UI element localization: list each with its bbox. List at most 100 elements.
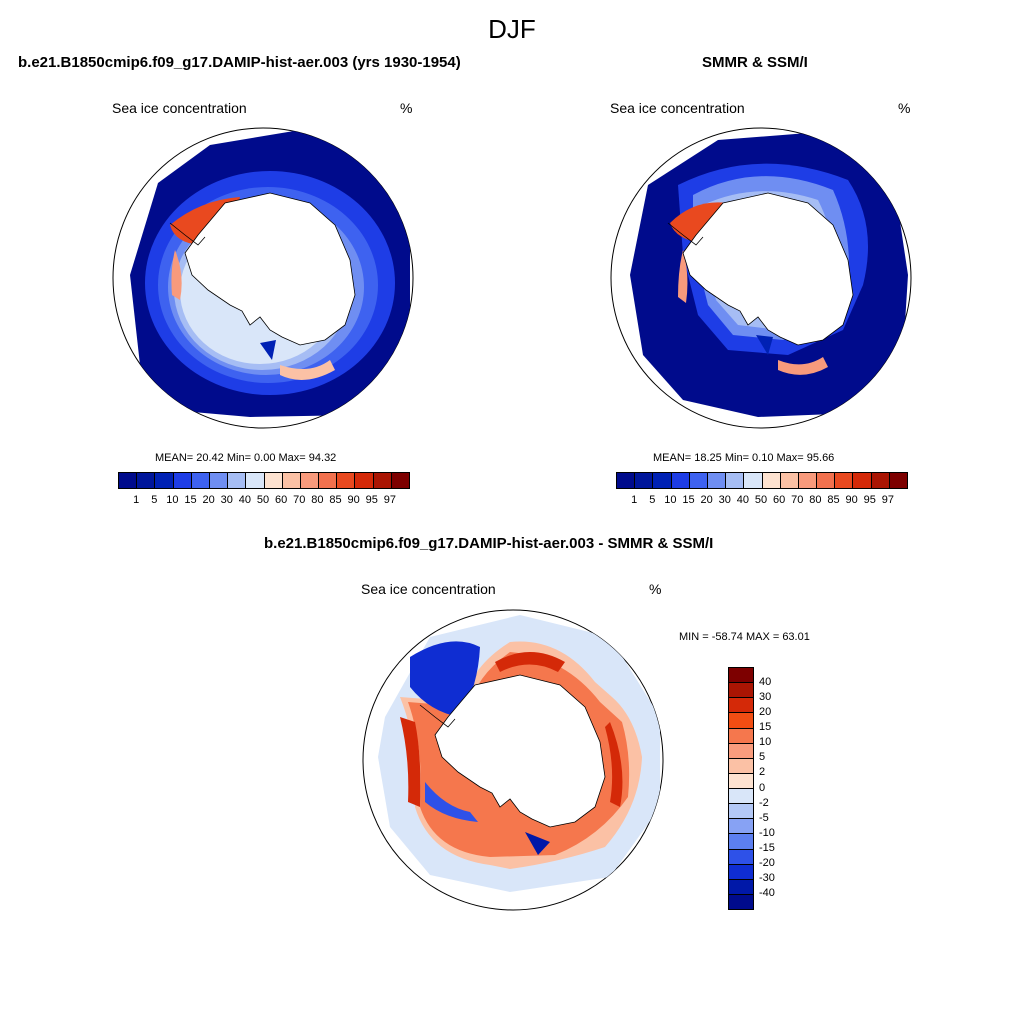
colorbar-swatch bbox=[889, 473, 907, 488]
colorbar-label: 90 bbox=[347, 494, 360, 506]
model-units-label: % bbox=[400, 100, 413, 116]
colorbar-swatch bbox=[729, 683, 753, 699]
colorbar-swatch bbox=[373, 473, 392, 488]
colorbar-label: 2 bbox=[759, 766, 766, 779]
colorbar-label: -2 bbox=[759, 796, 769, 809]
colorbar-label: 15 bbox=[184, 494, 197, 506]
colorbar-swatch bbox=[119, 473, 138, 488]
model-variable-label: Sea ice concentration bbox=[112, 100, 247, 116]
colorbar-label: 1 bbox=[133, 494, 140, 506]
colorbar-label: 5 bbox=[151, 494, 158, 506]
model-panel-title: b.e21.B1850cmip6.f09_g17.DAMIP-hist-aer.… bbox=[18, 54, 461, 71]
model-colorbar bbox=[118, 472, 410, 489]
colorbar-label: 50 bbox=[754, 494, 768, 506]
colorbar-swatch bbox=[729, 758, 753, 774]
colorbar-label: 40 bbox=[759, 676, 772, 689]
diff-panel-title: b.e21.B1850cmip6.f09_g17.DAMIP-hist-aer.… bbox=[264, 535, 714, 552]
colorbar-swatch bbox=[173, 473, 192, 488]
diff-antarctica bbox=[434, 674, 606, 828]
colorbar-swatch bbox=[729, 819, 753, 835]
colorbar-label: 40 bbox=[736, 494, 749, 506]
colorbar-swatch bbox=[246, 473, 265, 488]
colorbar-swatch bbox=[191, 473, 210, 488]
colorbar-swatch bbox=[617, 473, 636, 488]
colorbar-swatch bbox=[729, 668, 753, 684]
colorbar-swatch bbox=[729, 804, 753, 820]
diff-weddell-negative bbox=[410, 641, 480, 717]
colorbar-label: 30 bbox=[718, 494, 731, 506]
colorbar-swatch bbox=[337, 473, 356, 488]
colorbar-label: 85 bbox=[827, 494, 840, 506]
colorbar-swatch bbox=[729, 728, 753, 744]
colorbar-label: 15 bbox=[759, 721, 772, 734]
colorbar-swatch bbox=[282, 473, 301, 488]
diff-stats: MIN = -58.74 MAX = 63.01 bbox=[679, 631, 810, 643]
colorbar-swatch bbox=[671, 473, 690, 488]
colorbar-swatch bbox=[780, 473, 799, 488]
colorbar-swatch bbox=[209, 473, 229, 488]
colorbar-swatch bbox=[729, 789, 753, 805]
colorbar-label: 10 bbox=[664, 494, 677, 506]
colorbar-label: 10 bbox=[759, 736, 772, 749]
colorbar-swatch bbox=[653, 473, 672, 488]
colorbar-swatch bbox=[707, 473, 727, 488]
colorbar-label: 15 bbox=[682, 494, 695, 506]
colorbar-swatch bbox=[155, 473, 174, 488]
colorbar-label: 5 bbox=[759, 751, 766, 764]
colorbar-swatch bbox=[137, 473, 156, 488]
colorbar-swatch bbox=[729, 713, 753, 729]
colorbar-label: -30 bbox=[759, 871, 775, 884]
colorbar-label: 70 bbox=[791, 494, 804, 506]
colorbar-label: -10 bbox=[759, 826, 775, 839]
colorbar-label: 95 bbox=[365, 494, 378, 506]
colorbar-label: 20 bbox=[759, 706, 772, 719]
colorbar-swatch bbox=[264, 473, 283, 488]
colorbar-swatch bbox=[798, 473, 818, 488]
colorbar-label: -40 bbox=[759, 886, 775, 899]
obs-polar-map bbox=[610, 127, 912, 429]
colorbar-swatch bbox=[729, 698, 753, 714]
diff-variable-label: Sea ice concentration bbox=[361, 581, 496, 597]
colorbar-swatch bbox=[635, 473, 654, 488]
colorbar-label: -5 bbox=[759, 811, 769, 824]
obs-antarctica bbox=[682, 192, 854, 346]
model-stats: MEAN= 20.42 Min= 0.00 Max= 94.32 bbox=[155, 452, 337, 464]
colorbar-label: 30 bbox=[759, 691, 772, 704]
colorbar-swatch bbox=[729, 743, 753, 759]
obs-units-label: % bbox=[898, 100, 911, 116]
colorbar-swatch bbox=[300, 473, 320, 488]
colorbar-label: 40 bbox=[238, 494, 251, 506]
colorbar-label: 20 bbox=[202, 494, 215, 506]
colorbar-label: 95 bbox=[863, 494, 876, 506]
colorbar-label: 50 bbox=[256, 494, 270, 506]
colorbar-swatch bbox=[689, 473, 708, 488]
colorbar-swatch bbox=[835, 473, 854, 488]
colorbar-label: 97 bbox=[383, 494, 396, 506]
colorbar-label: 97 bbox=[881, 494, 894, 506]
colorbar-swatch bbox=[729, 834, 753, 850]
colorbar-label: 85 bbox=[329, 494, 342, 506]
figure-title: DJF bbox=[488, 14, 536, 44]
obs-stats: MEAN= 18.25 Min= 0.10 Max= 95.66 bbox=[653, 452, 835, 464]
colorbar-swatch bbox=[355, 473, 374, 488]
colorbar-label: -20 bbox=[759, 856, 775, 869]
colorbar-swatch bbox=[319, 473, 338, 488]
colorbar-label: -15 bbox=[759, 841, 775, 854]
colorbar-label: 5 bbox=[649, 494, 656, 506]
colorbar-swatch bbox=[729, 849, 753, 865]
colorbar-label: 20 bbox=[700, 494, 713, 506]
colorbar-label: 80 bbox=[311, 494, 324, 506]
colorbar-swatch bbox=[762, 473, 781, 488]
colorbar-label: 60 bbox=[275, 494, 288, 506]
colorbar-swatch bbox=[729, 864, 753, 880]
diff-polar-map bbox=[362, 609, 664, 911]
colorbar-label: 80 bbox=[809, 494, 822, 506]
colorbar-label: 60 bbox=[773, 494, 786, 506]
diff-units-label: % bbox=[649, 581, 662, 597]
colorbar-swatch bbox=[726, 473, 745, 488]
colorbar-label: 90 bbox=[845, 494, 858, 506]
colorbar-swatch bbox=[729, 879, 753, 895]
obs-colorbar bbox=[616, 472, 908, 489]
obs-variable-label: Sea ice concentration bbox=[610, 100, 745, 116]
colorbar-swatch bbox=[853, 473, 872, 488]
